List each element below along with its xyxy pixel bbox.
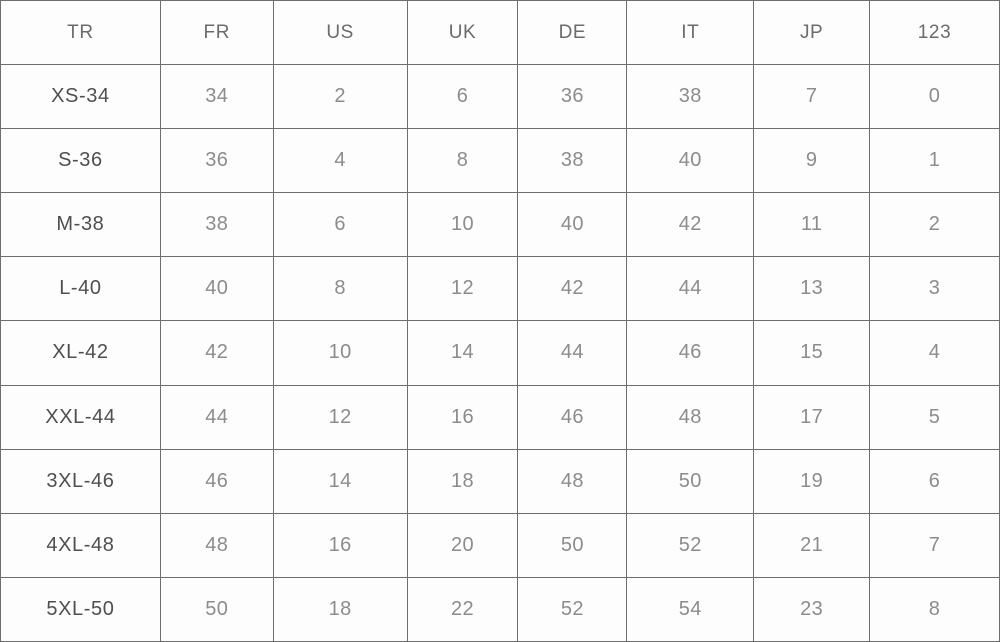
- value-cell: 10: [406, 192, 519, 258]
- value-cell: 2: [272, 63, 408, 130]
- value-cell: 42: [626, 192, 755, 258]
- value-cell: 36: [159, 128, 274, 194]
- value-cell: 3: [869, 256, 1000, 322]
- value-cell: 0: [869, 63, 1000, 130]
- value-cell: 50: [159, 576, 274, 642]
- value-cell: 7: [869, 512, 1000, 578]
- value-cell: 46: [626, 320, 755, 386]
- value-cell: 2: [869, 192, 1000, 258]
- table-row: 3XL-46 46 14 18 48 50 19 6: [0, 448, 1000, 514]
- value-cell: 17: [753, 384, 871, 450]
- column-header-123: 123: [869, 0, 1000, 65]
- value-cell: 16: [406, 384, 519, 450]
- size-label-cell: M-38: [0, 192, 161, 258]
- value-cell: 4: [869, 320, 1000, 386]
- value-cell: 44: [159, 384, 274, 450]
- table-row: 4XL-48 48 16 20 50 52 21 7: [0, 512, 1000, 578]
- size-label-cell: S-36: [0, 128, 161, 194]
- value-cell: 4: [272, 128, 408, 194]
- value-cell: 6: [272, 192, 408, 258]
- size-label-cell: XXL-44: [0, 384, 161, 450]
- value-cell: 38: [517, 128, 628, 194]
- table-body: XS-34 34 2 6 36 38 7 0 S-36 36 4 8 38 40 9 1 M-38 38 6 10 40…: [0, 63, 1000, 642]
- value-cell: 21: [753, 512, 871, 578]
- size-label-cell: 5XL-50: [0, 576, 161, 642]
- column-header-de: DE: [517, 0, 628, 65]
- value-cell: 10: [272, 320, 408, 386]
- column-header-fr: FR: [159, 0, 274, 65]
- value-cell: 40: [626, 128, 755, 194]
- size-label-cell: XL-42: [0, 320, 161, 386]
- value-cell: 42: [159, 320, 274, 386]
- value-cell: 36: [517, 63, 628, 130]
- value-cell: 18: [272, 576, 408, 642]
- column-header-uk: UK: [406, 0, 519, 65]
- value-cell: 42: [517, 256, 628, 322]
- table-row: S-36 36 4 8 38 40 9 1: [0, 128, 1000, 194]
- value-cell: 12: [272, 384, 408, 450]
- value-cell: 6: [406, 63, 519, 130]
- value-cell: 22: [406, 576, 519, 642]
- value-cell: 40: [159, 256, 274, 322]
- value-cell: 11: [753, 192, 871, 258]
- table-row: XXL-44 44 12 16 46 48 17 5: [0, 384, 1000, 450]
- value-cell: 50: [626, 448, 755, 514]
- value-cell: 48: [517, 448, 628, 514]
- value-cell: 46: [517, 384, 628, 450]
- value-cell: 14: [272, 448, 408, 514]
- table-row: M-38 38 6 10 40 42 11 2: [0, 192, 1000, 258]
- value-cell: 52: [517, 576, 628, 642]
- value-cell: 52: [626, 512, 755, 578]
- value-cell: 9: [753, 128, 871, 194]
- value-cell: 40: [517, 192, 628, 258]
- value-cell: 15: [753, 320, 871, 386]
- table-row: 5XL-50 50 18 22 52 54 23 8: [0, 576, 1000, 642]
- table-row: XL-42 42 10 14 44 46 15 4: [0, 320, 1000, 386]
- value-cell: 20: [406, 512, 519, 578]
- column-header-us: US: [272, 0, 408, 65]
- value-cell: 5: [869, 384, 1000, 450]
- value-cell: 16: [272, 512, 408, 578]
- value-cell: 44: [626, 256, 755, 322]
- column-header-it: IT: [626, 0, 755, 65]
- size-label-cell: XS-34: [0, 63, 161, 130]
- value-cell: 38: [159, 192, 274, 258]
- value-cell: 12: [406, 256, 519, 322]
- value-cell: 54: [626, 576, 755, 642]
- table-row: XS-34 34 2 6 36 38 7 0: [0, 63, 1000, 130]
- value-cell: 19: [753, 448, 871, 514]
- value-cell: 48: [159, 512, 274, 578]
- value-cell: 13: [753, 256, 871, 322]
- column-header-jp: JP: [753, 0, 871, 65]
- value-cell: 44: [517, 320, 628, 386]
- size-label-cell: 4XL-48: [0, 512, 161, 578]
- table-row: L-40 40 8 12 42 44 13 3: [0, 256, 1000, 322]
- size-label-cell: 3XL-46: [0, 448, 161, 514]
- value-cell: 8: [272, 256, 408, 322]
- column-header-tr: TR: [0, 0, 161, 65]
- value-cell: 18: [406, 448, 519, 514]
- value-cell: 23: [753, 576, 871, 642]
- value-cell: 34: [159, 63, 274, 130]
- value-cell: 46: [159, 448, 274, 514]
- value-cell: 1: [869, 128, 1000, 194]
- value-cell: 6: [869, 448, 1000, 514]
- value-cell: 8: [406, 128, 519, 194]
- size-label-cell: L-40: [0, 256, 161, 322]
- value-cell: 7: [753, 63, 871, 130]
- header-row: TR FR US UK DE IT JP 123: [0, 0, 1000, 65]
- value-cell: 50: [517, 512, 628, 578]
- value-cell: 38: [626, 63, 755, 130]
- value-cell: 48: [626, 384, 755, 450]
- value-cell: 8: [869, 576, 1000, 642]
- value-cell: 14: [406, 320, 519, 386]
